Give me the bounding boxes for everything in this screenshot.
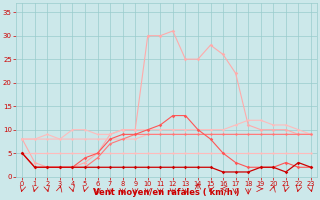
- X-axis label: Vent moyen/en rafales ( km/h ): Vent moyen/en rafales ( km/h ): [93, 188, 240, 197]
